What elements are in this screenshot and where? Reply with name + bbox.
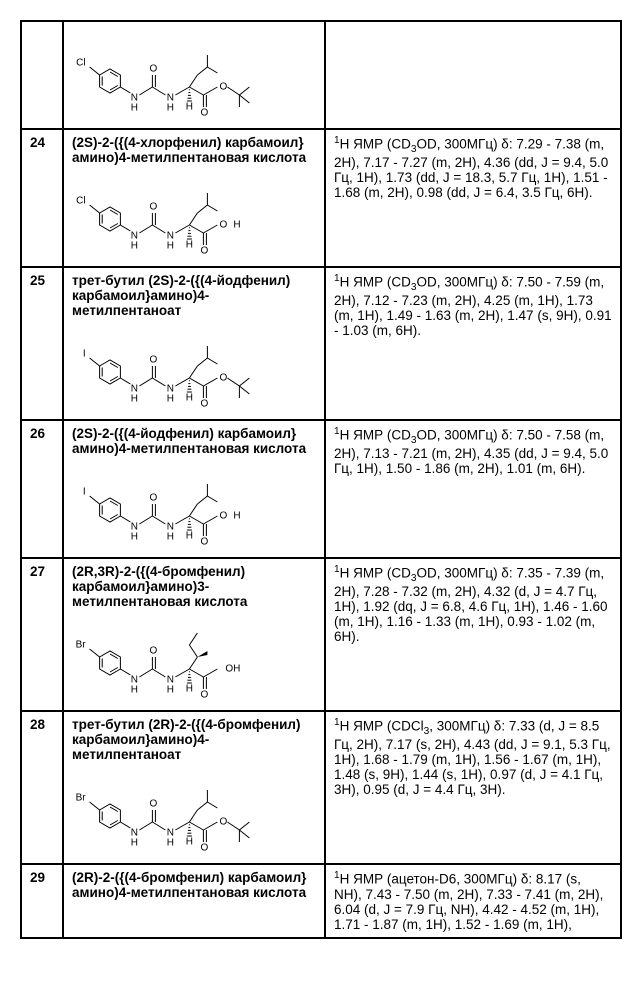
svg-text:H: H (167, 685, 174, 696)
svg-text:O: O (150, 202, 158, 213)
svg-text:Br: Br (76, 793, 87, 804)
svg-text:H: H (186, 684, 193, 695)
svg-text:H: H (186, 837, 193, 848)
svg-text:H: H (233, 220, 240, 231)
svg-text:H: H (131, 838, 138, 849)
svg-text:I: I (83, 349, 86, 360)
table-row: ClNHONHHOO (21, 21, 621, 129)
svg-text:O: O (201, 399, 209, 410)
compound-name-cell: ClNHONHHOO (63, 21, 325, 129)
compound-name: трет-бутил (2R)-2-({(4-бромфенил) карбам… (72, 717, 316, 762)
compound-table: ClNHONHHOO24(2S)-2-({(4-хлорфенил) карба… (20, 20, 622, 939)
svg-text:H: H (131, 241, 138, 252)
svg-text:OH: OH (225, 664, 240, 675)
nmr-data: 1H ЯМР (CD3OD, 300МГц) δ: 7.50 - 7.59 (m… (325, 267, 621, 420)
structure-svg: BrNHONHHOO (72, 768, 322, 858)
nmr-data (325, 21, 621, 129)
svg-text:O: O (220, 220, 228, 231)
compound-name-cell: трет-бутил (2S)-2-({(4-йодфенил) карбамо… (63, 267, 325, 420)
svg-text:H: H (131, 103, 138, 114)
svg-text:O: O (150, 355, 158, 366)
table-row: 27(2R,3R)-2-({(4-бромфенил) карбамоил}ам… (21, 558, 621, 711)
table-row: 29 (2R)-2-({(4-бромфенил) карбамоил}амино… (21, 864, 621, 938)
svg-text:O: O (220, 817, 228, 828)
compound-number: 26 (21, 420, 63, 558)
compound-number: 28 (21, 711, 63, 864)
compound-structure: INHONHHOOH (72, 462, 316, 552)
compound-number: 25 (21, 267, 63, 420)
svg-text:Cl: Cl (76, 58, 85, 69)
compound-name-cell: трет-бутил (2R)-2-({(4-бромфенил) карбам… (63, 711, 325, 864)
svg-text:O: O (150, 799, 158, 810)
svg-text:H: H (167, 103, 174, 114)
compound-structure: ClNHONHHOO (72, 33, 316, 123)
svg-text:H: H (186, 240, 193, 251)
table-row: 24 (2S)-2-({(4-хлорфенил) карбамоил}амино… (21, 129, 621, 267)
structure-svg: INHONHHOOH (72, 462, 322, 552)
svg-text:H: H (186, 102, 193, 113)
compound-name-cell: (2R)-2-({(4-бромфенил) карбамоил}амино)4… (63, 864, 325, 938)
compound-name: трет-бутил (2S)-2-({(4-йодфенил) карбамо… (72, 273, 316, 318)
svg-text:O: O (150, 493, 158, 504)
svg-text:H: H (167, 394, 174, 405)
svg-text:O: O (220, 511, 228, 522)
table-row: 26 (2S)-2-({(4-йодфенил) карбамоил}амино)… (21, 420, 621, 558)
svg-text:H: H (167, 241, 174, 252)
compound-name: (2R)-2-({(4-бромфенил) карбамоил}амино)4… (72, 870, 316, 900)
structure-svg: ClNHONHHOO (72, 33, 322, 123)
svg-text:H: H (186, 393, 193, 404)
svg-text:H: H (131, 532, 138, 543)
table-row: 28трет-бутил (2R)-2-({(4-бромфенил) карб… (21, 711, 621, 864)
compound-structure: INHONHHOO (72, 324, 316, 414)
structure-svg: INHONHHOO (72, 324, 322, 414)
svg-text:H: H (167, 532, 174, 543)
compound-structure: BrNHONHHOOH (72, 615, 316, 705)
svg-text:O: O (220, 82, 228, 93)
nmr-data: 1H ЯМР (CD3OD, 300МГц) δ: 7.50 - 7.58 (m… (325, 420, 621, 558)
compound-structure: BrNHONHHOO (72, 768, 316, 858)
svg-text:H: H (131, 394, 138, 405)
compound-name: (2R,3R)-2-({(4-бромфенил) карбамоил}амин… (72, 564, 316, 609)
svg-text:O: O (201, 537, 209, 548)
compound-number: 29 (21, 864, 63, 938)
nmr-data: 1H ЯМР (CDCl3, 300МГц) δ: 7.33 (d, J = 8… (325, 711, 621, 864)
svg-text:H: H (186, 531, 193, 542)
svg-text:Br: Br (76, 640, 87, 651)
compound-name-cell: (2R,3R)-2-({(4-бромфенил) карбамоил}амин… (63, 558, 325, 711)
svg-text:H: H (131, 685, 138, 696)
structure-svg: ClNHONHHOOH (72, 171, 322, 261)
svg-text:H: H (233, 511, 240, 522)
svg-text:O: O (201, 690, 209, 701)
nmr-data: 1H ЯМР (CD3OD, 300МГц) δ: 7.35 - 7.39 (m… (325, 558, 621, 711)
compound-number (21, 21, 63, 129)
svg-text:H: H (167, 838, 174, 849)
svg-text:O: O (201, 246, 209, 257)
structure-svg: BrNHONHHOOH (72, 615, 322, 705)
compound-name: (2S)-2-({(4-хлорфенил) карбамоил}амино)4… (72, 135, 316, 165)
compound-number: 24 (21, 129, 63, 267)
svg-text:O: O (150, 64, 158, 75)
compound-structure: ClNHONHHOOH (72, 171, 316, 261)
table-row: 25трет-бутил (2S)-2-({(4-йодфенил) карба… (21, 267, 621, 420)
svg-text:O: O (150, 646, 158, 657)
svg-text:Cl: Cl (76, 196, 85, 207)
svg-text:O: O (201, 108, 209, 119)
svg-text:O: O (201, 843, 209, 854)
compound-name: (2S)-2-({(4-йодфенил) карбамоил}амино)4-… (72, 426, 316, 456)
compound-name-cell: (2S)-2-({(4-йодфенил) карбамоил}амино)4-… (63, 420, 325, 558)
compound-name-cell: (2S)-2-({(4-хлорфенил) карбамоил}амино)4… (63, 129, 325, 267)
nmr-data: 1H ЯМР (CD3OD, 300МГц) δ: 7.29 - 7.38 (m… (325, 129, 621, 267)
svg-text:O: O (220, 373, 228, 384)
compound-number: 27 (21, 558, 63, 711)
nmr-data: 1H ЯМР (ацетон-D6, 300МГц) δ: 8.17 (s, N… (325, 864, 621, 938)
svg-text:I: I (83, 487, 86, 498)
